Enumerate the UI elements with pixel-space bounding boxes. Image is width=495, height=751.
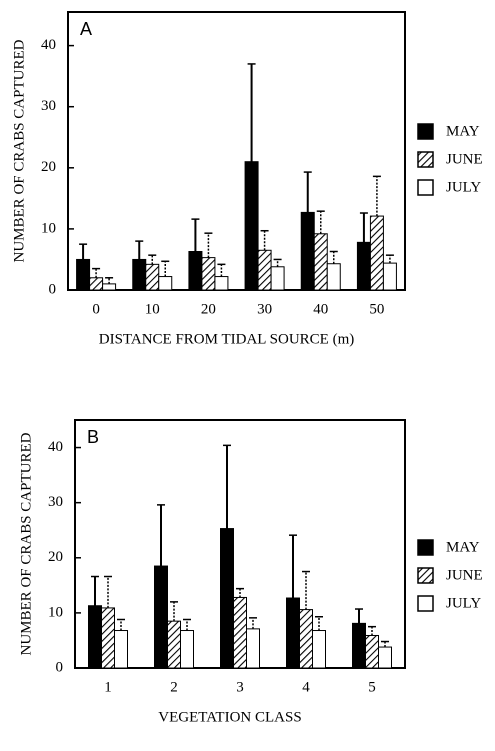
bar — [76, 258, 91, 291]
y-tick-label: 40 — [48, 439, 63, 455]
bar — [313, 233, 328, 291]
bar — [326, 263, 341, 291]
x-tick-label: 20 — [201, 301, 216, 317]
y-tick-label: 10 — [48, 604, 63, 620]
bar — [300, 211, 315, 291]
bar — [246, 628, 260, 669]
panel-label: B — [87, 427, 99, 447]
bar — [132, 258, 147, 291]
legend-swatch — [417, 567, 434, 584]
bar — [378, 646, 392, 669]
legend-label: JUNE — [446, 151, 483, 167]
bar — [145, 263, 160, 291]
bar — [88, 605, 102, 669]
y-axis-label: NUMBER OF CRABS CAPTURED — [11, 39, 27, 262]
y-tick-label: 0 — [56, 659, 64, 675]
y-tick-label: 40 — [41, 37, 56, 53]
bar — [167, 620, 181, 669]
y-tick-label: 30 — [48, 494, 63, 510]
y-axis-label: NUMBER OF CRABS CAPTURED — [18, 432, 34, 655]
legend-label: JULY — [446, 595, 481, 611]
legend-label: MAY — [446, 539, 480, 555]
x-tick-label: 3 — [236, 679, 244, 695]
legend-label: JULY — [446, 179, 481, 195]
bar — [101, 607, 115, 669]
x-tick-label: 2 — [170, 679, 178, 695]
bar — [102, 283, 117, 291]
x-tick-label: 4 — [302, 679, 310, 695]
bar — [188, 251, 203, 291]
legend-swatch — [417, 539, 434, 556]
x-tick-label: 50 — [369, 301, 384, 317]
legend-swatch — [417, 151, 434, 168]
bar — [270, 266, 285, 291]
y-tick-label: 30 — [41, 98, 56, 114]
y-tick-label: 10 — [41, 220, 56, 236]
bar — [299, 609, 313, 669]
x-tick-label: 0 — [92, 301, 100, 317]
x-tick-label: 30 — [257, 301, 272, 317]
bar — [356, 241, 371, 291]
bar — [382, 262, 397, 291]
bar — [89, 277, 104, 291]
bar — [365, 634, 379, 669]
bar — [312, 630, 326, 669]
legend-swatch — [417, 179, 434, 196]
x-tick-label: 5 — [368, 679, 376, 695]
bar — [154, 565, 168, 669]
bar — [257, 249, 272, 291]
legend-swatch — [417, 123, 434, 140]
bar — [214, 276, 229, 291]
bar — [233, 596, 247, 669]
bar — [114, 630, 128, 669]
bar — [220, 528, 234, 669]
x-tick-label: 1 — [104, 679, 112, 695]
x-axis-label: DISTANCE FROM TIDAL SOURCE (m) — [99, 331, 354, 347]
plot-frame — [67, 11, 406, 291]
bar — [244, 161, 259, 291]
bar — [286, 597, 300, 669]
x-axis-label: VEGETATION CLASS — [158, 709, 301, 725]
bar — [369, 215, 384, 291]
x-tick-label: 10 — [145, 301, 160, 317]
y-tick-label: 20 — [48, 549, 63, 565]
bar — [352, 622, 366, 669]
bar — [180, 630, 194, 669]
x-tick-label: 40 — [313, 301, 328, 317]
legend-label: MAY — [446, 123, 480, 139]
y-tick-label: 20 — [41, 159, 56, 175]
legend-label: JUNE — [446, 567, 483, 583]
bar — [158, 276, 173, 291]
bar — [201, 257, 216, 291]
y-tick-label: 0 — [49, 281, 57, 297]
panel-label: A — [80, 19, 92, 39]
legend-swatch — [417, 595, 434, 612]
